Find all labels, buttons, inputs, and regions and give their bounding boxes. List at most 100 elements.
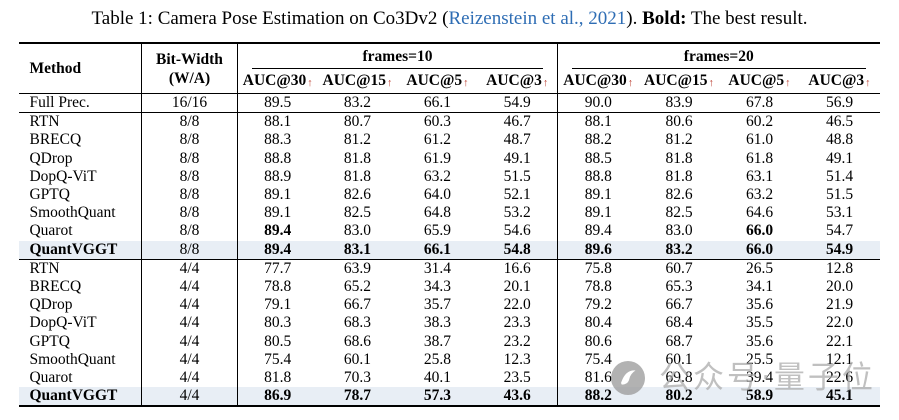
metric-value: 52.1 (503, 186, 531, 204)
bitwidth-value: 8/8 (140, 112, 238, 132)
metric-value: 49.1 (503, 149, 531, 167)
metric-value: 88.1 (236, 112, 318, 132)
metric-value: 21.9 (825, 296, 854, 314)
metric-value: 80.6 (665, 113, 693, 131)
metric-value: 75.8 (557, 259, 639, 279)
metric-value: 88.2 (557, 387, 639, 407)
up-arrow-icon: ↑ (785, 77, 791, 89)
metric-value: 78.8 (557, 278, 639, 297)
metric-value: 81.2 (343, 131, 372, 149)
metric-value: 22.6 (825, 369, 854, 387)
metric-value: 48.8 (825, 131, 854, 149)
caption-bold-label: Bold: (642, 8, 687, 29)
metric-value: 77.7 (236, 259, 318, 279)
caption-text: ). (626, 8, 643, 29)
bitwidth-value: 4/4 (140, 259, 238, 279)
metric-value: 53.2 (503, 204, 531, 222)
metric-value: 68.7 (665, 332, 693, 350)
metric-value: 53.1 (825, 204, 854, 222)
metric-value: 83.0 (665, 222, 693, 240)
header-group-frames20: frames=20 (556, 43, 880, 69)
metric-value: 78.7 (343, 387, 372, 405)
table-row: QDrop 8/8 88.8 81.8 61.9 49.1 88.5 81.8 61.8 49.1 (19, 149, 879, 168)
metric-value: 61.8 (745, 149, 774, 167)
metric-value: 51.5 (825, 186, 854, 204)
metric-value: 88.5 (557, 149, 639, 168)
header-row-metrics: AUC@30↑ AUC@15↑ AUC@5↑ AUC@3↑ AUC@30↑ AUC@15↑… (19, 69, 879, 94)
table-row: GPTQ 4/4 80.5 68.6 38.7 23.2 80.6 68.7 35.6 22.1 (19, 332, 879, 351)
method-name: BRECQ (29, 278, 82, 296)
header-metric: AUC@30↑ (557, 69, 639, 94)
citation-link[interactable]: Reizenstein et al., 2021 (448, 8, 627, 29)
metric-value: 20.0 (825, 278, 854, 296)
metric-value: 54.7 (825, 222, 854, 240)
bitwidth-value: 8/8 (140, 240, 238, 260)
header-method: Method (29, 59, 82, 77)
metric-value: 54.6 (503, 222, 531, 240)
metric-value: 48.7 (503, 131, 531, 149)
metric-value: 65.9 (423, 222, 452, 240)
caption-text: The best result. (686, 8, 808, 29)
metric-value: 22.1 (825, 332, 854, 350)
metric-value: 63.9 (343, 259, 372, 277)
bitwidth-value: 4/4 (140, 350, 238, 370)
method-name: QuantVGGT (29, 240, 118, 258)
method-name: GPTQ (29, 332, 70, 350)
bitwidth-value: 8/8 (140, 149, 238, 168)
metric-value: 65.3 (665, 278, 693, 296)
metric-value: 60.2 (745, 113, 774, 131)
metric-value: 80.7 (343, 113, 372, 131)
metric-value: 88.9 (236, 167, 318, 187)
method-name: SmoothQuant (29, 204, 116, 222)
metric-value: 25.5 (745, 350, 774, 368)
header-metric: AUC@15↑ (322, 72, 393, 89)
method-name: DopQ-ViT (29, 314, 97, 332)
metric-value: 83.9 (665, 94, 693, 111)
header-bitwidth: Bit-Width (W/A) (140, 43, 238, 94)
metric-value: 89.1 (557, 204, 639, 223)
method-name: QDrop (29, 149, 73, 167)
bitwidth-value: 4/4 (140, 387, 238, 407)
metric-value: 39.4 (745, 369, 774, 387)
metric-value: 64.8 (423, 204, 452, 222)
metric-value: 60.3 (423, 113, 452, 131)
metric-value: 12.3 (503, 350, 531, 368)
bitwidth-value: 4/4 (140, 332, 238, 351)
up-arrow-icon: ↑ (542, 77, 549, 89)
metric-value: 46.5 (825, 113, 854, 131)
metric-value: 78.8 (236, 278, 318, 297)
metric-value: 82.6 (343, 186, 372, 204)
table-row: QDrop 4/4 79.1 66.7 35.7 22.0 79.2 66.7 35.6 21.9 (19, 296, 879, 315)
metric-value: 60.7 (665, 259, 693, 277)
metric-value: 70.3 (343, 369, 372, 387)
metric-value: 61.2 (423, 131, 452, 149)
metric-value: 51.5 (503, 167, 531, 185)
table-caption: Table 1: Camera Pose Estimation on Co3Dv… (0, 0, 899, 31)
metric-value: 64.0 (423, 186, 452, 204)
metric-value: 88.1 (557, 112, 639, 132)
table-row: Full Prec. 16/16 89.5 83.2 66.1 54.9 90.0 83.9 6… (19, 93, 879, 113)
metric-value: 22.0 (825, 314, 854, 332)
metric-value: 68.4 (665, 314, 693, 332)
metric-value: 81.8 (665, 149, 693, 167)
metric-value: 89.5 (236, 93, 318, 113)
metric-value: 54.9 (503, 94, 531, 111)
metric-value: 49.1 (825, 149, 854, 167)
metric-value: 56.9 (825, 94, 854, 111)
metric-value: 79.1 (236, 296, 318, 315)
up-arrow-icon: ↑ (865, 77, 871, 89)
metric-value: 79.2 (557, 296, 639, 315)
metric-value: 75.4 (557, 350, 639, 370)
metric-value: 89.1 (236, 204, 318, 223)
metric-value: 35.5 (745, 314, 774, 332)
caption-text: Table 1: Camera Pose Estimation on Co3Dv… (91, 8, 449, 29)
metric-value: 81.8 (236, 369, 318, 388)
metric-value: 34.1 (745, 278, 774, 296)
metric-value: 16.6 (503, 259, 531, 277)
metric-value: 80.3 (236, 314, 318, 333)
table-row: RTN 8/8 88.1 80.7 60.3 46.7 88.1 80.6 60.2 46.5 (19, 112, 879, 132)
metric-value: 31.4 (423, 259, 452, 277)
metric-value: 63.2 (745, 186, 774, 204)
bitwidth-value: 16/16 (140, 93, 238, 113)
